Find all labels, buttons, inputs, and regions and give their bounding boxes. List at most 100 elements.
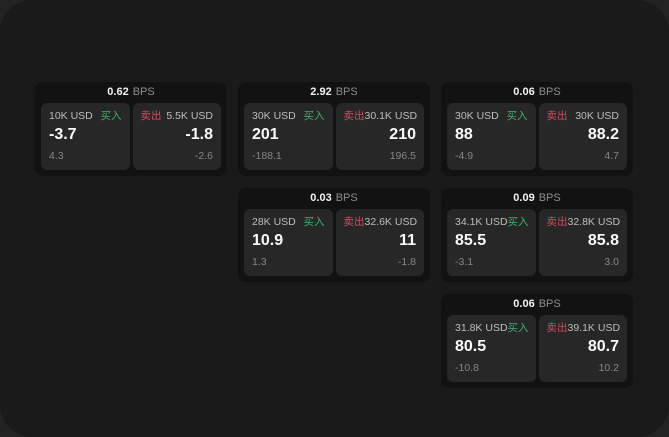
sell-price: 210 [389,126,416,143]
sell-change: 3.0 [604,256,619,268]
sell-change: 10.2 [598,362,619,374]
sell-side-label: 卖出 [546,322,568,334]
buy-line: 10K USD 买入 [49,110,122,123]
bps-value: 0.62 [107,86,129,98]
bps-value: 0.06 [513,298,535,310]
sell-amount: 32.8K USD [567,216,621,228]
buy-line: 28K USD 买入 [252,216,325,229]
sell-side-label: 卖出 [546,110,568,122]
sell-quote-panel[interactable]: 卖出 30.1K USD 210 196.5 [335,103,424,170]
buy-side-label: 买入 [506,110,528,122]
sell-amount: 32.6K USD [364,216,418,228]
bps-value: 2.92 [310,86,332,98]
buy-amount: 30K USD [252,110,296,122]
buy-side-label: 买入 [507,216,529,228]
buy-change: -188.1 [252,150,282,162]
buy-price: 88 [455,126,473,143]
quote-grid: 0.62 BPS 10K USD 买入 -3.7 4.3 卖出 5.5K USD [35,82,633,388]
buy-price: -3.7 [49,126,77,143]
bps-header: 2.92 BPS [238,82,430,103]
sell-amount: 39.1K USD [567,322,621,334]
bps-header: 0.06 BPS [441,82,633,103]
buy-quote-panel[interactable]: 34.1K USD 买入 85.5 -3.1 [447,209,536,276]
bps-value: 0.09 [513,192,535,204]
sell-price: 11 [399,232,416,249]
sell-price: 85.8 [587,232,619,249]
sell-amount: 30K USD [575,110,619,122]
quote-body: 10K USD 买入 -3.7 4.3 卖出 5.5K USD -1.8 -2.… [35,103,227,176]
quote-card: 0.62 BPS 10K USD 买入 -3.7 4.3 卖出 5.5K USD [35,82,227,176]
sell-line: 卖出 32.6K USD [343,216,418,229]
bps-header: 0.62 BPS [35,82,227,103]
buy-quote-panel[interactable]: 30K USD 买入 201 -188.1 [244,103,333,170]
bps-unit: BPS [335,192,358,204]
buy-amount: 10K USD [49,110,93,122]
buy-change: -3.1 [455,256,474,268]
buy-quote-panel[interactable]: 28K USD 买入 10.9 1.3 [244,209,333,276]
bps-header: 0.09 BPS [441,188,633,209]
buy-change: 4.3 [49,150,64,162]
buy-change: 1.3 [252,256,267,268]
sell-side-label: 卖出 [140,110,162,122]
bps-unit: BPS [538,298,561,310]
sell-quote-panel[interactable]: 卖出 5.5K USD -1.8 -2.6 [132,103,221,170]
buy-change: -4.9 [455,150,474,162]
buy-line: 30K USD 买入 [252,110,325,123]
quote-body: 30K USD 买入 201 -188.1 卖出 30.1K USD 210 1… [238,103,430,176]
buy-amount: 34.1K USD [455,216,508,228]
buy-quote-panel[interactable]: 30K USD 买入 88 -4.9 [447,103,536,170]
buy-price: 85.5 [455,232,487,249]
sell-change: 4.7 [604,150,619,162]
sell-quote-panel[interactable]: 卖出 39.1K USD 80.7 10.2 [538,315,627,382]
buy-line: 30K USD 买入 [455,110,528,123]
quote-card: 2.92 BPS 30K USD 买入 201 -188.1 卖出 30.1K … [238,82,430,176]
sell-side-label: 卖出 [343,110,365,122]
buy-side-label: 买入 [100,110,122,122]
sell-price: -1.8 [185,126,213,143]
sell-side-label: 卖出 [546,216,568,228]
buy-line: 34.1K USD 买入 [455,216,529,229]
quote-body: 34.1K USD 买入 85.5 -3.1 卖出 32.8K USD 85.8… [441,209,633,282]
bps-unit: BPS [335,86,358,98]
sell-line: 卖出 5.5K USD [141,110,214,123]
quote-card: 0.03 BPS 28K USD 买入 10.9 1.3 卖出 32.6K US… [238,188,430,282]
quote-card: 0.06 BPS 31.8K USD 买入 80.5 -10.8 卖出 39.1… [441,294,633,388]
buy-quote-panel[interactable]: 31.8K USD 买入 80.5 -10.8 [447,315,536,382]
quote-card: 0.09 BPS 34.1K USD 买入 85.5 -3.1 卖出 32.8K… [441,188,633,282]
buy-side-label: 买入 [303,216,325,228]
buy-price: 10.9 [252,232,284,249]
sell-quote-panel[interactable]: 卖出 32.6K USD 11 -1.8 [335,209,424,276]
sell-amount: 5.5K USD [166,110,213,122]
sell-change: 196.5 [389,150,416,162]
sell-line: 卖出 32.8K USD [546,216,621,229]
buy-price: 201 [252,126,279,143]
bps-unit: BPS [132,86,155,98]
buy-amount: 28K USD [252,216,296,228]
bps-header: 0.06 BPS [441,294,633,315]
sell-change: -2.6 [194,150,213,162]
buy-side-label: 买入 [303,110,325,122]
sell-price: 80.7 [587,338,619,355]
sell-change: -1.8 [397,256,416,268]
sell-quote-panel[interactable]: 卖出 30K USD 88.2 4.7 [538,103,627,170]
buy-amount: 31.8K USD [455,322,508,334]
sell-line: 卖出 30.1K USD [343,110,418,123]
buy-price: 80.5 [455,338,487,355]
quote-body: 28K USD 买入 10.9 1.3 卖出 32.6K USD 11 -1.8 [238,209,430,282]
sell-line: 卖出 39.1K USD [546,322,621,335]
sell-quote-panel[interactable]: 卖出 32.8K USD 85.8 3.0 [538,209,627,276]
quote-card: 0.06 BPS 30K USD 买入 88 -4.9 卖出 30K USD [441,82,633,176]
buy-side-label: 买入 [507,322,529,334]
buy-change: -10.8 [455,362,479,374]
buy-amount: 30K USD [455,110,499,122]
bps-value: 0.06 [513,86,535,98]
bps-unit: BPS [538,86,561,98]
sell-price: 88.2 [587,126,619,143]
sell-amount: 30.1K USD [364,110,418,122]
bps-unit: BPS [538,192,561,204]
quote-body: 30K USD 买入 88 -4.9 卖出 30K USD 88.2 4.7 [441,103,633,176]
sell-side-label: 卖出 [343,216,365,228]
buy-quote-panel[interactable]: 10K USD 买入 -3.7 4.3 [41,103,130,170]
bps-value: 0.03 [310,192,332,204]
